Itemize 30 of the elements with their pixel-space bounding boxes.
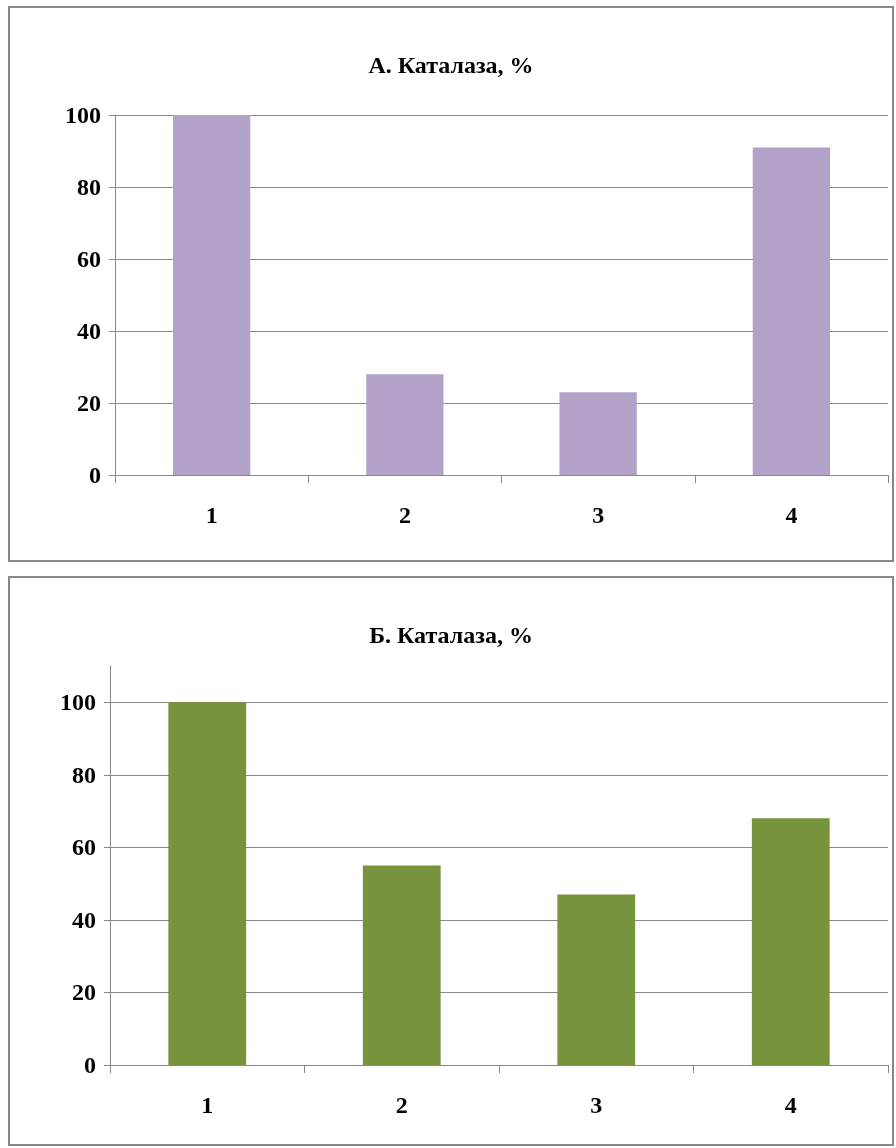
y-tick-label: 80 (77, 174, 101, 200)
y-tick-label: 20 (72, 979, 96, 1006)
x-tick-label: 4 (785, 502, 798, 528)
bar (751, 818, 830, 1065)
chart-title: Б. Каталаза, % (369, 622, 533, 648)
bar (366, 374, 444, 475)
bar (752, 147, 831, 475)
y-tick-label: 60 (77, 246, 101, 272)
y-tick-label: 0 (84, 1052, 96, 1078)
y-tick-label: 40 (77, 318, 101, 344)
y-tick-label: 60 (72, 834, 96, 861)
y-tick-label: 100 (60, 689, 96, 716)
x-tick-label: 4 (784, 1092, 797, 1118)
y-tick-label: 0 (89, 462, 101, 488)
x-tick-label: 1 (205, 502, 218, 528)
bar (168, 702, 247, 1065)
bar (557, 894, 636, 1065)
y-tick-label: 40 (72, 906, 96, 933)
y-tick-label: 80 (72, 761, 96, 788)
x-tick-label: 3 (590, 1092, 603, 1118)
y-tick-label: 20 (77, 390, 101, 416)
bar (559, 392, 637, 475)
x-tick-label: 2 (398, 502, 411, 528)
bar (362, 865, 441, 1065)
x-tick-label: 3 (592, 502, 605, 528)
chart-title: А. Каталаза, % (368, 52, 534, 78)
y-tick-label: 100 (65, 102, 101, 128)
x-tick-label: 1 (201, 1092, 214, 1118)
bar (172, 115, 251, 475)
x-tick-label: 2 (395, 1092, 408, 1118)
